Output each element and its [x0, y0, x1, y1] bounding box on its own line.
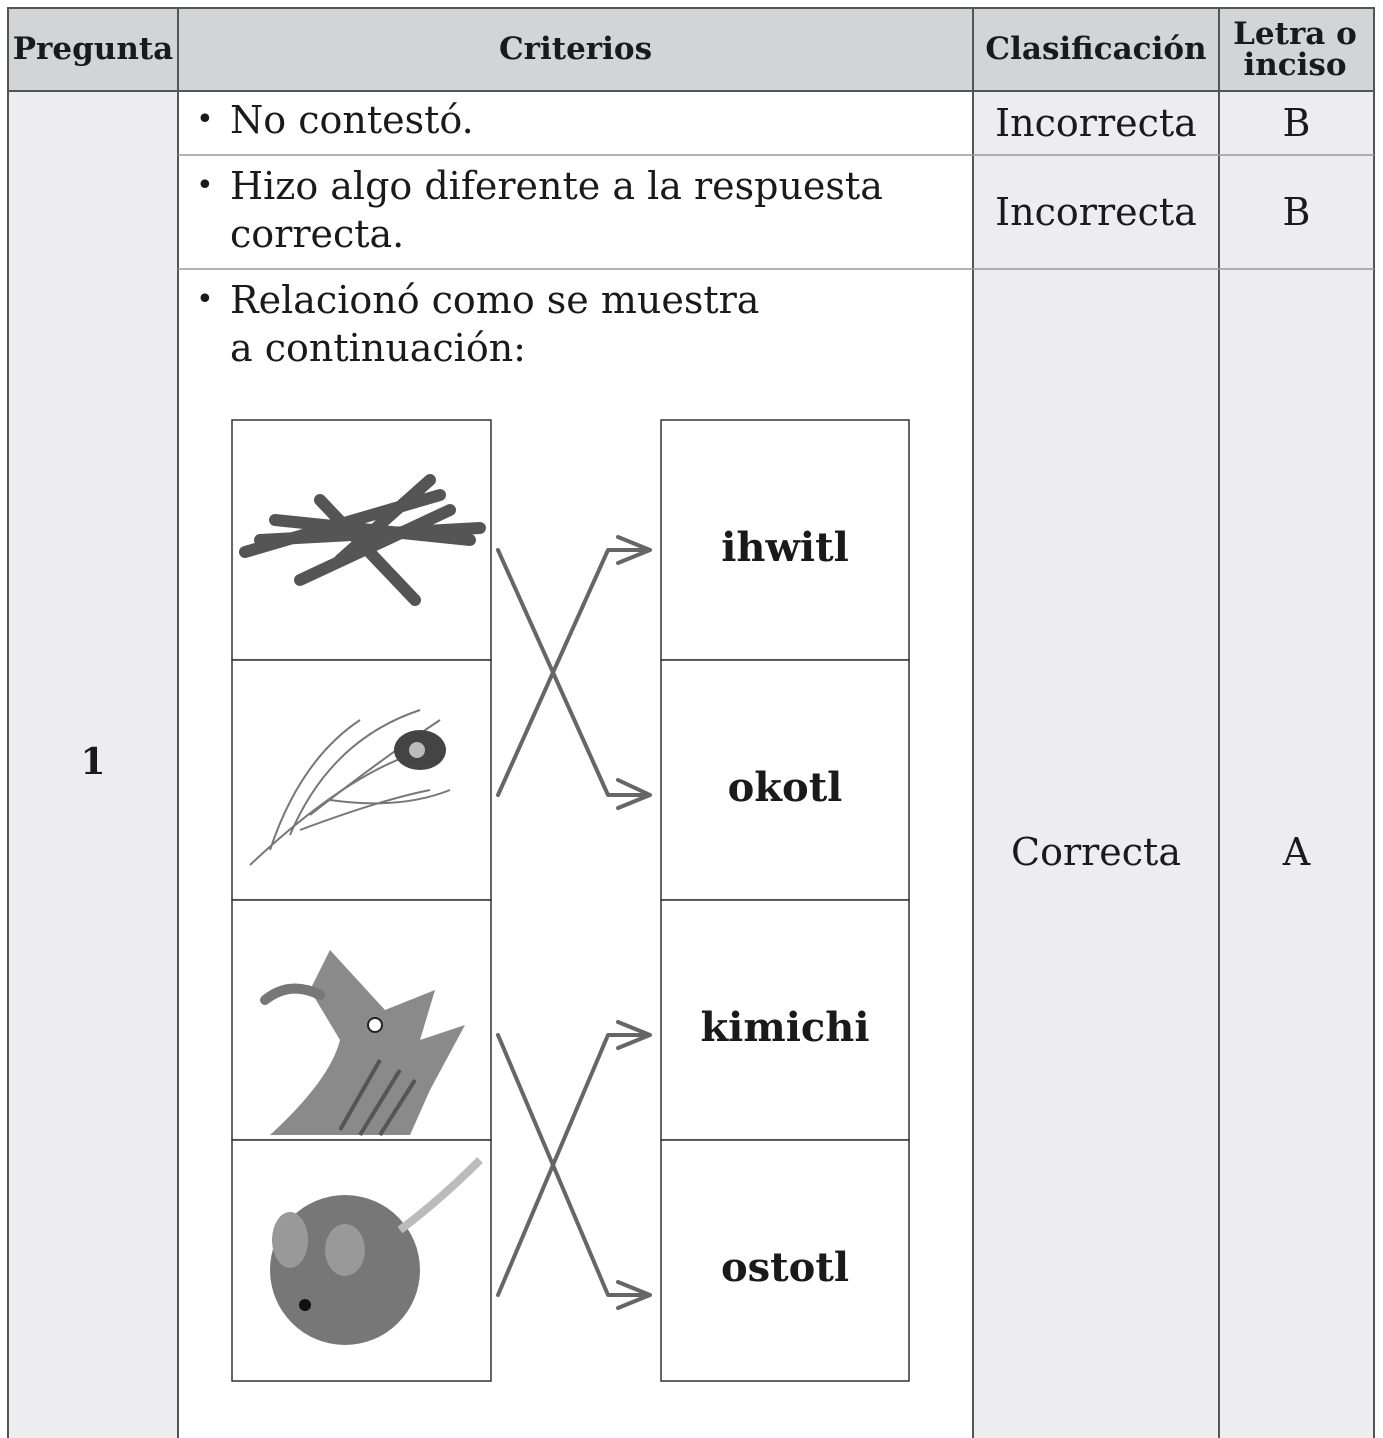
criterion: Relacionó como se muestra a continuación… — [178, 276, 778, 372]
letter: B — [1282, 190, 1311, 234]
question-column-background — [8, 91, 178, 1438]
criterion: No contestó. — [178, 96, 938, 144]
criterion: Hizo algo diferente a la respuesta corre… — [178, 162, 898, 258]
header-cell: Criterios — [498, 31, 653, 67]
matching-word: ostotl — [720, 1244, 850, 1291]
classification: Incorrecta — [995, 101, 1197, 145]
question-number: 1 — [80, 741, 106, 783]
header-cell: Clasificación — [985, 31, 1207, 67]
matching-word: kimichi — [700, 1004, 870, 1051]
classification: Incorrecta — [995, 190, 1197, 234]
header-cell: Letra o inciso — [1233, 15, 1357, 83]
result-columns-background — [973, 91, 1374, 1438]
letter: A — [1282, 829, 1311, 874]
matching-word: ihwitl — [721, 524, 849, 571]
header-background — [8, 8, 1374, 91]
letter: B — [1282, 101, 1311, 145]
header-cell: Pregunta — [12, 31, 174, 67]
matching-word: okotl — [727, 764, 843, 811]
classification: Correcta — [1011, 829, 1181, 874]
